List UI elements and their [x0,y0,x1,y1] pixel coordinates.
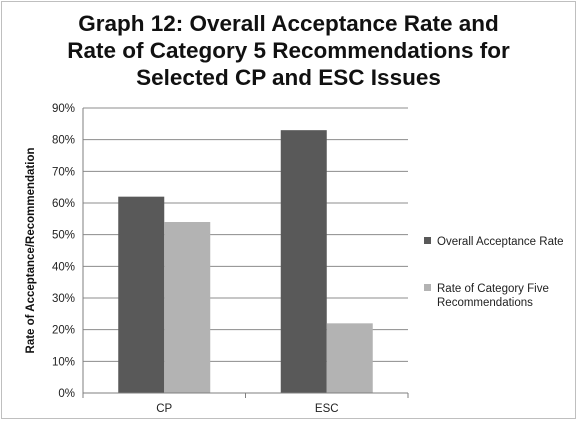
y-tick-label: 30% [52,293,75,305]
chart-title-line-1: Graph 12: Overall Acceptance Rate and [78,11,499,36]
legend-swatch-2 [424,284,431,291]
y-tick-label: 90% [52,103,75,115]
bar-esc-series-2 [326,323,373,393]
y-tick-label: 0% [58,388,75,400]
chart-title-line-3: Selected CP and ESC Issues [136,65,441,90]
y-axis-label: Rate of Acceptance/Recommendation [25,148,37,354]
bar-cp-series-1 [118,196,165,393]
legend-label-1: Overall Acceptance Rate [437,236,564,248]
y-tick-label: 50% [52,230,75,242]
chart-title: Graph 12: Overall Acceptance Rate and Ra… [0,10,577,91]
y-tick-label: 20% [52,325,75,337]
y-tick-label: 60% [52,198,75,210]
y-tick-label: 80% [52,135,75,147]
legend: Overall Acceptance Rate Rate of Category … [424,236,564,309]
legend-label-2: Rate of Category Five [437,283,549,295]
bar-cp-series-2 [164,222,211,393]
x-tick-labels: CP ESC [82,393,409,415]
legend-swatch-1 [424,237,431,244]
bar-esc-series-1 [280,130,327,393]
x-tick-label: ESC [315,403,339,415]
x-tick-label: CP [156,403,172,415]
bars [118,130,373,393]
chart-title-line-2: Rate of Category 5 Recommendations for [67,38,510,63]
y-tick-label: 40% [52,261,75,273]
legend-label-2: Recommendations [437,297,533,309]
y-tick-label: 70% [52,166,75,178]
y-tick-label: 10% [52,356,75,368]
y-tick-labels: 0% 10% 20% 30% 40% 50% 60% 70% 80% 90% [52,103,75,400]
